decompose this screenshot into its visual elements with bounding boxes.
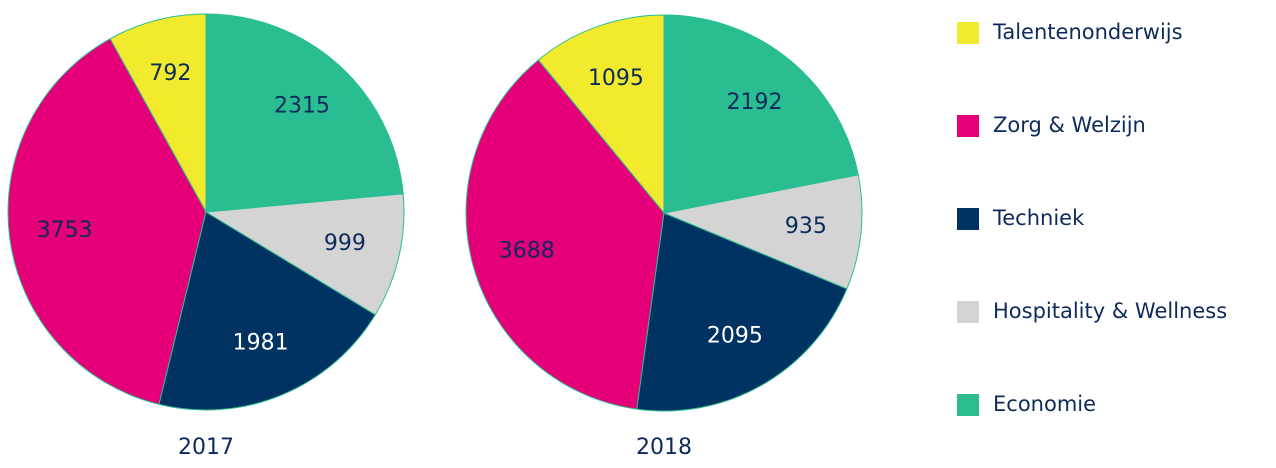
data-label: 2095 (707, 324, 763, 349)
data-label: 1095 (588, 66, 644, 91)
pie-slice (636, 212, 848, 412)
pie-slice (204, 193, 405, 316)
pie-slice (205, 13, 404, 213)
legend-swatch (957, 394, 979, 416)
legend-label: Talentenonderwijs (992, 20, 1183, 44)
legend-label: Zorg & Welzijn (993, 113, 1146, 137)
data-label: 2315 (274, 94, 330, 119)
pie-slice (537, 14, 665, 215)
data-label: 792 (149, 61, 191, 86)
data-label: 3753 (37, 218, 93, 243)
pie-title: 2018 (636, 435, 692, 460)
pie-slice (465, 59, 665, 410)
legend-label: Economie (993, 392, 1096, 416)
data-label: 999 (324, 231, 366, 256)
legend-swatch (957, 22, 979, 44)
data-label: 935 (785, 214, 827, 239)
legend-swatch (957, 115, 979, 137)
pie-slice (109, 13, 207, 214)
pie-title: 2017 (178, 435, 234, 460)
legend-label: Hospitality & Wellness (993, 299, 1227, 323)
legend-label: Techniek (992, 206, 1085, 230)
legend-swatch (957, 301, 979, 323)
data-label: 1981 (233, 331, 289, 356)
data-label: 3688 (499, 239, 555, 264)
pie-slice (7, 38, 207, 405)
pie-slice (158, 211, 376, 411)
legend-swatch (957, 208, 979, 230)
pie-slice (663, 14, 859, 214)
data-label: 2192 (727, 90, 783, 115)
